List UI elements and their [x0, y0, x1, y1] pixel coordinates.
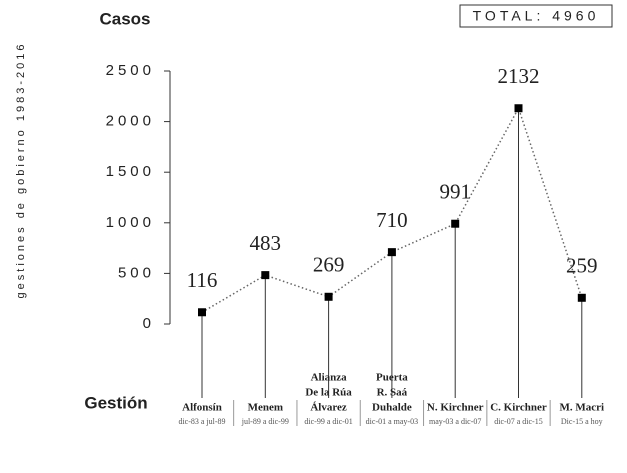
category-label: Menem: [248, 402, 283, 414]
chart-title: Casos: [99, 9, 150, 28]
category-label: Duhalde: [372, 402, 412, 414]
y-axis-label: gestiones de gobierno 1983-2016: [15, 42, 27, 299]
y-tick-label: 1500: [106, 163, 155, 180]
category-label: Puerta: [376, 372, 408, 384]
point: [324, 292, 333, 301]
period-label: jul-89 a dic-99: [241, 417, 289, 426]
y-tick-label: 500: [118, 264, 155, 281]
point: [577, 293, 586, 302]
value-label: 710: [376, 208, 408, 232]
value-label: 991: [439, 180, 471, 204]
category-label: M. Macri: [560, 402, 605, 414]
point: [451, 219, 460, 228]
y-tick-label: 2000: [106, 113, 155, 130]
point: [387, 248, 396, 257]
category-label: N. Kirchner: [427, 402, 484, 414]
total: TOTAL: 4960: [473, 8, 600, 24]
y-tick-label: 2500: [106, 62, 155, 79]
period-label: dic-99 a dic-01: [304, 417, 352, 426]
period-label: dic-01 a may-03: [366, 417, 418, 426]
category-label: Alfonsín: [182, 402, 222, 414]
period-label: Dic-15 a hoy: [561, 417, 603, 426]
total-box: [459, 4, 613, 28]
category-label: De la Rúa: [305, 387, 352, 399]
point: [514, 104, 523, 113]
point: [261, 271, 270, 280]
point: [198, 308, 206, 317]
y-tick-label: 0: [143, 315, 155, 332]
period-label: may-03 a dic-07: [429, 417, 481, 426]
value-label: 269: [313, 253, 345, 277]
value-label: 116: [187, 268, 218, 292]
value-label: 259: [566, 254, 598, 278]
period-label: dic-07 a dic-15: [494, 417, 542, 426]
category-label: Álvarez: [310, 402, 347, 414]
category-label: R. Saá: [377, 387, 408, 399]
y-tick-label: 1000: [106, 214, 155, 231]
value-label: 2132: [498, 64, 540, 88]
value-label: 483: [250, 231, 282, 255]
category-label: C. Kirchner: [490, 402, 547, 414]
x-axis-label: Gestión: [84, 393, 147, 412]
category-label: Alianza: [311, 372, 348, 384]
period-label: dic-83 a jul-89: [178, 417, 225, 426]
